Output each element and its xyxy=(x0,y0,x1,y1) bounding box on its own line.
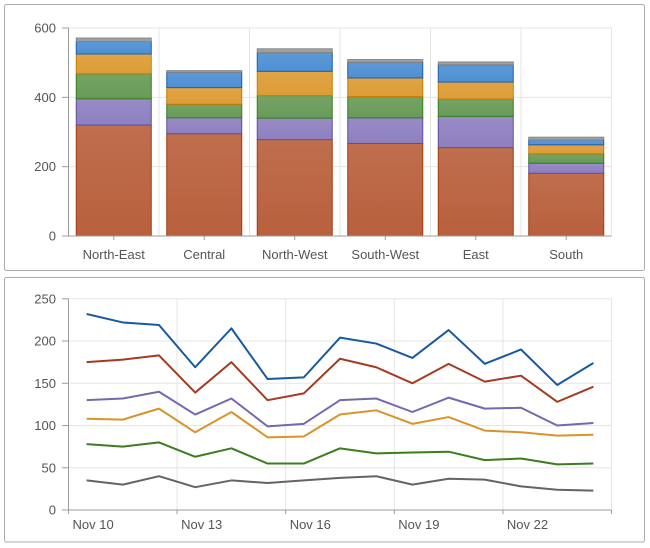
svg-text:150: 150 xyxy=(34,376,56,391)
svg-text:Nov 16: Nov 16 xyxy=(290,517,331,532)
svg-text:Nov 19: Nov 19 xyxy=(398,517,439,532)
svg-text:50: 50 xyxy=(42,460,56,475)
svg-text:600: 600 xyxy=(34,21,56,36)
svg-text:North-West: North-West xyxy=(262,247,328,262)
svg-text:Central: Central xyxy=(183,247,225,262)
svg-text:South-West: South-West xyxy=(351,247,419,262)
svg-text:East: East xyxy=(463,247,489,262)
svg-text:Nov 13: Nov 13 xyxy=(181,517,222,532)
svg-text:Nov 22: Nov 22 xyxy=(507,517,548,532)
svg-text:South: South xyxy=(549,247,583,262)
svg-text:200: 200 xyxy=(34,159,56,174)
svg-text:200: 200 xyxy=(34,334,56,349)
svg-text:0: 0 xyxy=(49,229,56,244)
svg-text:400: 400 xyxy=(34,90,56,105)
svg-text:250: 250 xyxy=(34,291,56,306)
svg-text:Nov 10: Nov 10 xyxy=(73,517,114,532)
svg-text:0: 0 xyxy=(49,503,56,518)
svg-text:North-East: North-East xyxy=(83,247,146,262)
svg-text:100: 100 xyxy=(34,418,56,433)
